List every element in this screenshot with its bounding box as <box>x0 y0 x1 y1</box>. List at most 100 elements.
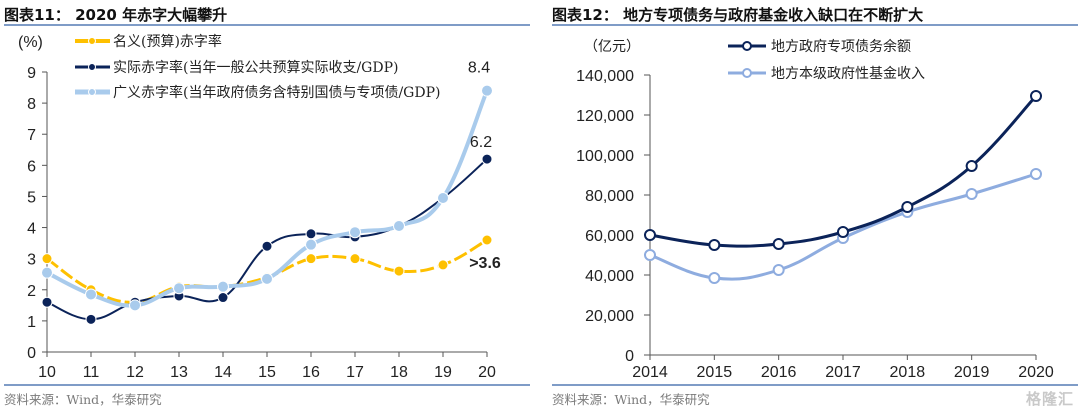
data-point <box>772 264 785 276</box>
chart-title: 图表12： 地方专项债务与政府基金收入缺口在不断扩大 <box>552 6 924 24</box>
title-divider <box>4 24 530 26</box>
y-tick-label: 7 <box>27 127 36 144</box>
data-point <box>837 226 849 238</box>
y-tick-label: 100,000 <box>576 148 634 165</box>
data-point <box>261 240 273 252</box>
footer-divider <box>4 384 530 386</box>
data-point <box>85 313 97 325</box>
x-tick-label: 17 <box>346 364 364 381</box>
legend-label: 地方政府专项债务余额 <box>771 38 911 55</box>
data-point <box>481 84 493 97</box>
x-tick-label: 2016 <box>761 364 797 381</box>
x-tick-label: 2015 <box>697 364 733 381</box>
y-tick-label: 9 <box>27 65 36 82</box>
legend-swatch-marker <box>742 68 752 78</box>
chart-title: 图表11： 2020 年赤字大幅攀升 <box>4 6 228 24</box>
footer-divider <box>552 384 1078 386</box>
data-label: 8.4 <box>468 60 490 77</box>
data-point <box>437 192 449 204</box>
data-point <box>965 188 978 200</box>
data-point <box>261 272 273 285</box>
y-tick-label: 2 <box>27 283 36 300</box>
x-tick-label: 18 <box>390 364 408 381</box>
data-point <box>965 160 978 172</box>
y-tick-label: 120,000 <box>576 108 634 125</box>
y-tick-label: 3 <box>27 252 36 269</box>
y-tick-label: 0 <box>625 348 634 365</box>
legend-label: 地方本级政府性基金收入 <box>771 65 925 82</box>
x-tick-label: 20 <box>478 364 496 381</box>
data-point <box>481 234 493 246</box>
series-line-1 <box>46 158 488 321</box>
x-tick-label: 2017 <box>825 364 861 381</box>
x-tick-label: 2019 <box>954 364 990 381</box>
source-note: 资料来源：Wind，华泰研究 <box>4 392 162 407</box>
y-axis-unit-label: (%) <box>18 34 43 51</box>
x-tick-label: 16 <box>302 364 320 381</box>
data-point <box>708 272 721 284</box>
y-tick-label: 40,000 <box>585 268 634 285</box>
legend-label: 实际赤字率(当年一般公共预算实际收支/GDP) <box>113 59 398 76</box>
series-line-0 <box>649 94 1038 248</box>
x-tick-label: 2020 <box>1018 364 1054 381</box>
data-point <box>1030 90 1042 102</box>
y-axis-unit-label: （亿元） <box>584 39 640 55</box>
data-point <box>41 266 53 279</box>
x-tick-label: 12 <box>126 364 144 381</box>
chart-panel-deficit: 图表11： 2020 年赤字大幅攀升 0 1 2 3 4 5 6 7 8 9 10 11 12 13 14 1… <box>0 0 530 412</box>
legend-swatch-marker <box>88 88 96 96</box>
data-label: 6.2 <box>470 134 492 151</box>
data-point <box>901 201 914 213</box>
data-point <box>644 249 656 261</box>
legend-label: 名义(预算)赤字率 <box>113 33 222 50</box>
y-tick-label: 5 <box>27 189 36 206</box>
chart-panel-local-debt: 图表12： 地方专项债务与政府基金收入缺口在不断扩大 0 20,000 40,000… <box>548 0 1078 412</box>
data-point <box>393 220 405 232</box>
data-point <box>708 239 721 251</box>
data-point <box>305 228 317 240</box>
data-point <box>217 292 229 304</box>
legend-swatch-marker <box>88 37 96 45</box>
data-point <box>349 226 361 239</box>
x-tick-label: 15 <box>258 364 276 381</box>
data-point <box>349 253 361 265</box>
data-point <box>772 238 785 250</box>
legend-swatch-marker <box>742 41 752 51</box>
y-tick-label: 4 <box>27 221 36 238</box>
y-tick-label: 80,000 <box>585 188 634 205</box>
y-tick-label: 140,000 <box>576 68 634 85</box>
source-note: 资料来源：Wind，华泰研究 <box>552 392 710 407</box>
y-tick-label: 1 <box>27 314 36 331</box>
data-point <box>305 253 317 265</box>
legend-label: 广义赤字率(当年政府债务含特别国债与专项债/GDP) <box>113 84 440 101</box>
data-point <box>393 265 405 277</box>
title-divider <box>552 24 1078 26</box>
local-debt-line-chart: 0 20,000 40,000 60,000 80,000 100,000 120,000 1… <box>576 38 1054 381</box>
y-tick-label: 60,000 <box>585 228 634 245</box>
data-point <box>305 238 317 251</box>
x-tick-label: 2014 <box>632 364 668 381</box>
data-label: >3.6 <box>469 255 501 272</box>
data-point <box>481 153 493 165</box>
data-point <box>85 288 97 301</box>
x-tick-label: 2018 <box>890 364 926 381</box>
y-tick-label: 8 <box>27 96 36 113</box>
y-tick-label: 0 <box>27 345 36 362</box>
data-point <box>129 299 141 312</box>
data-point <box>41 253 53 265</box>
data-point <box>173 282 185 295</box>
y-tick-label: 6 <box>27 158 36 175</box>
legend-swatch-marker <box>88 63 96 71</box>
data-point <box>1030 168 1042 180</box>
watermark-logo: 格隆汇 <box>1025 390 1074 408</box>
y-tick-label: 20,000 <box>585 308 634 325</box>
x-tick-label: 19 <box>434 364 452 381</box>
data-point <box>437 259 449 271</box>
x-tick-label: 11 <box>83 364 100 381</box>
data-point <box>217 280 229 293</box>
x-tick-label: 10 <box>38 364 56 381</box>
x-tick-label: 14 <box>214 364 232 381</box>
data-point <box>41 296 53 308</box>
data-point <box>644 229 656 241</box>
